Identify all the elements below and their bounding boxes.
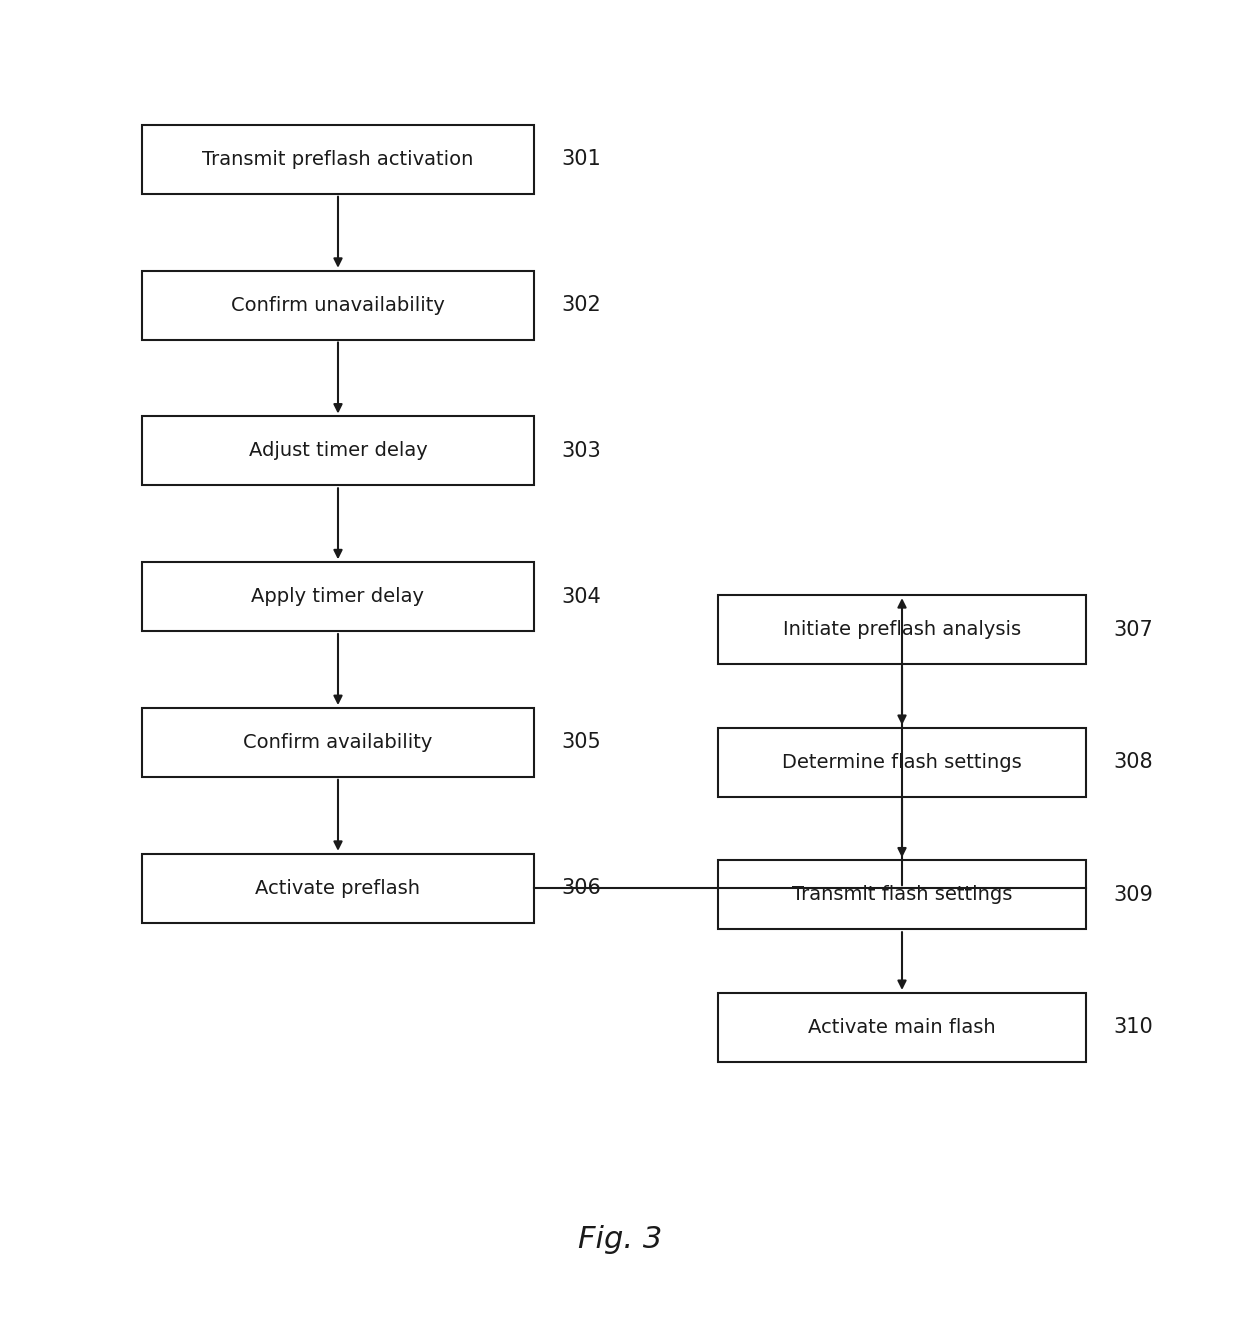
FancyBboxPatch shape [718,861,1086,929]
Text: 303: 303 [562,441,601,461]
FancyBboxPatch shape [718,596,1086,664]
Text: 302: 302 [562,295,601,315]
Text: Transmit preflash activation: Transmit preflash activation [202,150,474,169]
Text: 304: 304 [562,586,601,607]
FancyBboxPatch shape [141,270,534,340]
Text: Determine flash settings: Determine flash settings [782,753,1022,771]
FancyBboxPatch shape [718,728,1086,797]
Text: Confirm availability: Confirm availability [243,732,433,753]
FancyBboxPatch shape [141,125,534,194]
Text: Fig. 3: Fig. 3 [578,1225,662,1253]
FancyBboxPatch shape [141,854,534,923]
Text: Confirm unavailability: Confirm unavailability [231,296,445,315]
FancyBboxPatch shape [141,708,534,777]
Text: 306: 306 [562,878,601,898]
Text: Activate preflash: Activate preflash [255,878,420,897]
Text: 305: 305 [562,732,601,753]
FancyBboxPatch shape [141,416,534,485]
Text: Transmit flash settings: Transmit flash settings [792,885,1012,904]
FancyBboxPatch shape [718,992,1086,1062]
Text: 307: 307 [1112,620,1153,640]
Text: 301: 301 [562,150,601,169]
Text: 308: 308 [1112,753,1152,773]
Text: Activate main flash: Activate main flash [808,1018,996,1036]
Text: 309: 309 [1112,885,1153,905]
Text: Adjust timer delay: Adjust timer delay [248,442,428,461]
FancyBboxPatch shape [141,562,534,631]
Text: Apply timer delay: Apply timer delay [252,586,424,607]
Text: 310: 310 [1112,1018,1153,1038]
Text: Initiate preflash analysis: Initiate preflash analysis [782,620,1021,639]
